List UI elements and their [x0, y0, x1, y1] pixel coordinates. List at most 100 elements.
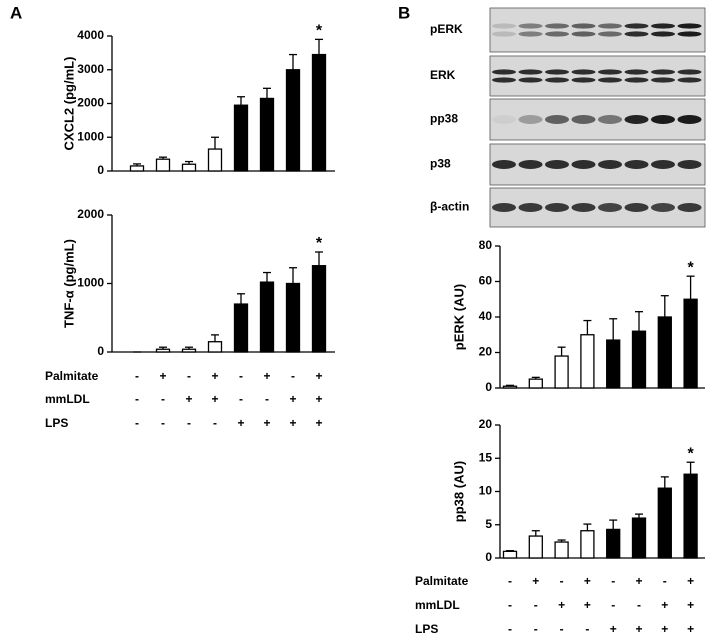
- panel-label: B: [398, 3, 410, 22]
- condition-sign: +: [635, 622, 642, 636]
- blot-band: [492, 160, 516, 169]
- y-tick-label: 0: [97, 163, 104, 177]
- bar: [528, 378, 543, 389]
- y-tick-label: 10: [479, 484, 493, 498]
- bar: [285, 282, 301, 353]
- bar: [233, 303, 249, 353]
- bar: [554, 355, 569, 389]
- blot-band: [598, 160, 622, 169]
- condition-sign: +: [159, 369, 166, 383]
- blot-band: [518, 115, 543, 124]
- bar: [311, 53, 327, 172]
- y-tick-label: 60: [479, 274, 493, 288]
- blot-band: [571, 115, 596, 124]
- bar: [683, 473, 698, 559]
- condition-label: Palmitate: [45, 369, 99, 383]
- blot-band: [624, 77, 649, 83]
- blot-band: [545, 160, 569, 169]
- blot-label: ERK: [430, 68, 456, 82]
- blot-band: [545, 115, 569, 124]
- y-axis-label: pERK (AU): [451, 284, 466, 350]
- y-tick-label: 40: [479, 309, 493, 323]
- condition-sign: -: [291, 369, 295, 383]
- bar: [554, 541, 569, 559]
- condition-sign: +: [661, 598, 668, 612]
- condition-sign: -: [213, 416, 217, 430]
- y-tick-label: 0: [485, 550, 492, 564]
- bar: [528, 535, 543, 559]
- condition-sign: +: [185, 392, 192, 406]
- blot-band: [651, 77, 675, 83]
- y-tick-label: 0: [97, 344, 104, 358]
- bar: [207, 148, 223, 172]
- condition-sign: +: [635, 574, 642, 588]
- condition-label: LPS: [415, 622, 438, 636]
- blot-band: [677, 69, 702, 75]
- condition-sign: -: [534, 598, 538, 612]
- condition-sign: -: [239, 369, 243, 383]
- blot-band: [677, 23, 702, 29]
- blot-label: β-actin: [430, 200, 469, 214]
- blot-band: [624, 23, 649, 29]
- condition-sign: +: [315, 369, 322, 383]
- blot-band: [571, 69, 596, 75]
- condition-sign: +: [532, 574, 539, 588]
- blot-band: [677, 160, 702, 169]
- bar: [606, 528, 621, 559]
- bar: [502, 385, 518, 389]
- blot-label: pERK: [430, 22, 463, 36]
- blot-band: [492, 115, 516, 124]
- y-tick-label: 2000: [77, 96, 104, 110]
- bar: [580, 334, 595, 389]
- y-axis-label: pp38 (AU): [451, 461, 466, 522]
- blot-label: p38: [430, 157, 451, 171]
- blot-band: [571, 23, 596, 29]
- condition-sign: +: [211, 369, 218, 383]
- blot-band: [492, 203, 516, 212]
- condition-sign: +: [237, 416, 244, 430]
- y-tick-label: 0: [485, 380, 492, 394]
- blot-label: pp38: [430, 112, 458, 126]
- bar: [580, 530, 595, 559]
- y-tick-label: 4000: [77, 28, 104, 42]
- condition-sign: -: [135, 369, 139, 383]
- blot-band: [598, 23, 622, 29]
- condition-sign: -: [265, 392, 269, 406]
- bar: [207, 341, 223, 353]
- blot-band: [598, 77, 622, 83]
- annotation: *: [316, 235, 323, 252]
- condition-sign: +: [211, 392, 218, 406]
- bar: [181, 348, 197, 353]
- blot-band: [492, 77, 516, 83]
- condition-label: mmLDL: [415, 598, 460, 612]
- blot-band: [571, 160, 596, 169]
- bar: [631, 517, 647, 559]
- blot-band: [518, 77, 543, 83]
- condition-sign: -: [611, 598, 615, 612]
- bar: [631, 330, 647, 389]
- blot-band: [492, 31, 516, 37]
- condition-sign: +: [661, 622, 668, 636]
- condition-sign: -: [585, 622, 589, 636]
- blot-band: [624, 115, 649, 124]
- condition-sign: -: [508, 598, 512, 612]
- blot-band: [677, 203, 702, 212]
- condition-sign: +: [315, 416, 322, 430]
- y-tick-label: 1000: [77, 276, 104, 290]
- bar: [233, 104, 249, 172]
- blot-band: [571, 203, 596, 212]
- y-tick-label: 3000: [77, 62, 104, 76]
- bar: [502, 550, 518, 559]
- bar: [155, 158, 171, 172]
- blot-band: [545, 69, 569, 75]
- bar: [311, 265, 327, 353]
- bar: [285, 69, 301, 172]
- y-tick-label: 15: [479, 450, 493, 464]
- blot-band: [518, 23, 543, 29]
- condition-sign: -: [187, 369, 191, 383]
- condition-sign: +: [687, 598, 694, 612]
- blot-band: [651, 23, 675, 29]
- condition-label: LPS: [45, 416, 68, 430]
- condition-sign: -: [239, 392, 243, 406]
- condition-sign: -: [161, 392, 165, 406]
